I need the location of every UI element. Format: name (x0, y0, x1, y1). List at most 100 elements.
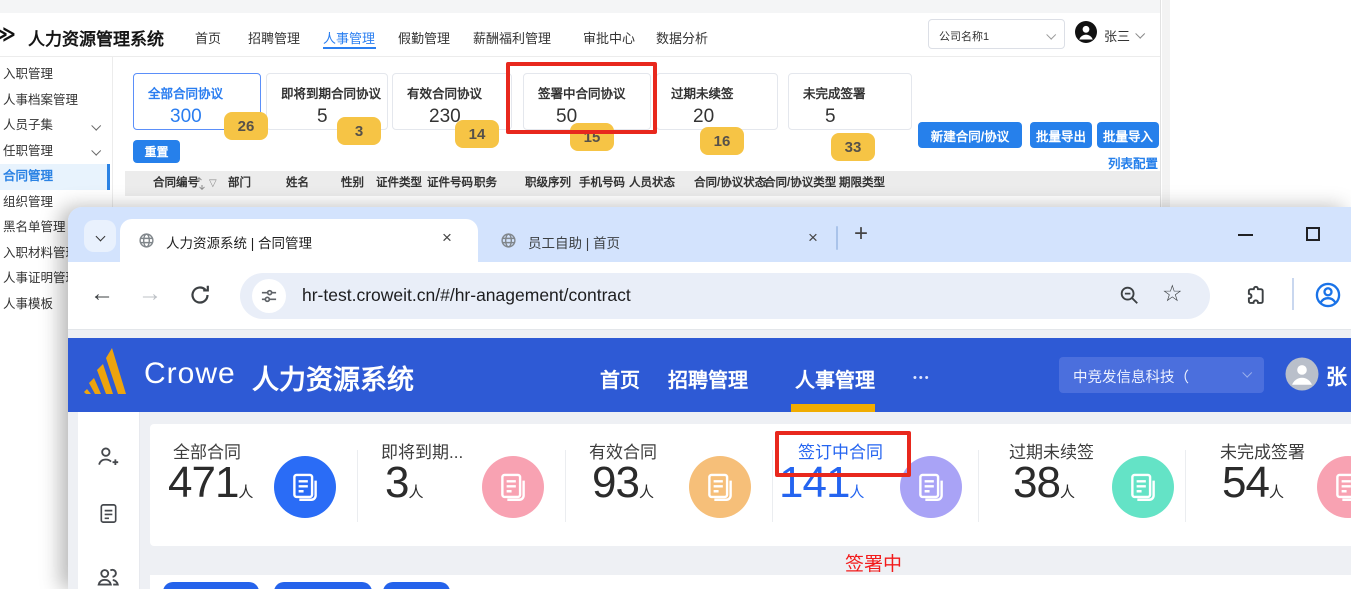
stat-value: 38人 (1013, 458, 1075, 507)
sidebar-item-templates[interactable]: 人事模板 (3, 296, 54, 311)
globe-icon (138, 232, 155, 254)
window-top-strip (0, 0, 1160, 13)
stat-label-signing-link[interactable]: 签订中合同 (798, 443, 883, 462)
page-nav-recruit[interactable]: 招聘管理 (668, 370, 748, 392)
tab-close-icon[interactable]: × (442, 228, 452, 247)
stat-card-overdue[interactable]: 过期未续签 20 (656, 73, 778, 130)
page-nav-hr[interactable]: 人事管理 (795, 370, 875, 392)
chrome-browser-window: 人力资源系统 | 合同管理 × 员工自助 | 首页 × + ← → hr-tes… (68, 207, 1351, 589)
contract-doc-icon[interactable] (1112, 456, 1174, 518)
sidebar-item-positions[interactable]: 任职管理 (3, 143, 54, 158)
action-button-partial[interactable] (163, 582, 259, 589)
stat-label: 有效合同 (589, 443, 657, 462)
sidebar-item-contracts[interactable]: 合同管理 (0, 164, 110, 190)
maximize-button[interactable] (1306, 227, 1320, 241)
stat-label: 全部合同 (173, 443, 241, 462)
person-add-icon[interactable] (95, 444, 121, 475)
tab-title: 人力资源系统 | 合同管理 (166, 236, 313, 251)
zoom-out-icon[interactable] (1118, 284, 1140, 311)
annotation-badge: 26 (224, 112, 268, 140)
url-text[interactable]: hr-test.croweit.cn/#/hr-anagement/contra… (302, 285, 631, 305)
forward-button[interactable]: → (138, 280, 162, 307)
minimize-button[interactable] (1238, 234, 1253, 236)
stat-label: 过期未续签 (1009, 443, 1094, 462)
stat-value: 54人 (1222, 458, 1284, 507)
sidebar-item-subsets[interactable]: 人员子集 (3, 118, 54, 132)
bw-nav-analytics[interactable]: 数据分析 (656, 31, 709, 46)
bw-nav-payroll[interactable]: 薪酬福利管理 (473, 31, 552, 46)
tab-strip: 人力资源系统 | 合同管理 × 员工自助 | 首页 × + (68, 207, 1351, 262)
refresh-icon[interactable] (188, 283, 212, 312)
stat-value: 3人 (385, 458, 424, 507)
tab-inactive[interactable]: 员工自助 | 首页 × (480, 219, 828, 262)
contract-doc-icon[interactable] (900, 456, 962, 518)
bookmark-star-icon[interactable]: ☆ (1162, 280, 1183, 306)
tab-title: 员工自助 | 首页 (528, 236, 621, 251)
action-button-partial[interactable] (274, 582, 372, 589)
tab-search-button[interactable] (84, 220, 116, 252)
red-annotation-text: 签署中 (845, 554, 903, 575)
user-name: 张三 (1104, 29, 1131, 44)
sidebar-item-materials[interactable]: 入职材料管理 (3, 245, 79, 260)
globe-icon (500, 232, 517, 254)
scrollbar[interactable] (1162, 0, 1170, 207)
stat-value: 141人 (779, 458, 865, 507)
browser-toolbar: ← → hr-test.croweit.cn/#/hr-anagement/co… (68, 262, 1351, 330)
user-menu-chevron-icon[interactable] (1135, 28, 1146, 39)
bw-nav-attendance[interactable]: 假勤管理 (398, 31, 451, 46)
annotation-badge: 14 (455, 120, 499, 148)
tab-close-icon[interactable]: × (808, 228, 818, 247)
bw-nav-home[interactable]: 首页 (195, 31, 222, 46)
lower-panel (150, 575, 1351, 589)
document-icon[interactable] (97, 502, 120, 530)
company-select[interactable]: 中竞发信息科技（ (1059, 357, 1264, 393)
people-icon[interactable] (95, 564, 121, 589)
user-avatar[interactable] (1284, 356, 1320, 397)
sidebar-item-org[interactable]: 组织管理 (3, 194, 54, 209)
batch-export-button[interactable]: 批量导出 (1030, 122, 1092, 148)
company-select[interactable]: 公司名称1 (928, 19, 1065, 49)
site-info-icon[interactable] (252, 279, 286, 313)
extensions-puzzle-icon[interactable] (1244, 284, 1267, 312)
header-divider (0, 56, 1160, 57)
toolbar-separator (1292, 278, 1294, 310)
chevron-down-icon (1242, 367, 1253, 378)
stat-value: 471人 (168, 458, 254, 507)
stat-card-signing[interactable]: 签署中合同协议 50 (523, 73, 651, 130)
app-title: 人力资源管理系统 (28, 30, 164, 49)
sidebar-item-certificates[interactable]: 人事证明管理 (3, 271, 79, 285)
omnibox[interactable]: hr-test.croweit.cn/#/hr-anagement/contra… (240, 273, 1210, 319)
annotation-badge: 3 (337, 117, 381, 145)
contract-doc-icon[interactable] (274, 456, 336, 518)
action-button-partial[interactable] (383, 582, 450, 589)
back-button[interactable]: ← (90, 280, 114, 307)
company-select-value: 中竞发信息科技（ (1073, 370, 1189, 386)
user-avatar[interactable] (1074, 20, 1098, 49)
bw-nav-hr[interactable]: 人事管理 (323, 31, 376, 46)
system-name: 人力资源系统 (252, 365, 414, 395)
bw-nav-recruit[interactable]: 招聘管理 (248, 31, 301, 46)
reset-button[interactable]: 重置 (133, 140, 180, 163)
batch-import-button[interactable]: 批量导入 (1097, 122, 1159, 148)
tab-separator (836, 226, 838, 250)
contract-doc-icon[interactable] (689, 456, 751, 518)
sidebar-item-onboarding[interactable]: 入职管理 (3, 67, 54, 81)
table-header: 合同编号 ▽ 部门 姓名 性别 证件类型 证件号码 职务 职级序列 手机号码 人… (125, 171, 1160, 196)
filter-icon[interactable]: ▽ (209, 178, 217, 189)
nav-more-icon[interactable]: ••• (913, 372, 931, 384)
new-contract-button[interactable]: 新建合同/协议 (918, 122, 1022, 148)
page-nav-home[interactable]: 首页 (600, 370, 640, 392)
stat-card-unsigned[interactable]: 未完成签署 5 (788, 73, 912, 130)
bw-nav-approval[interactable]: 审批中心 (583, 31, 636, 46)
profile-icon[interactable] (1314, 281, 1342, 314)
annotation-badge: 16 (700, 127, 744, 155)
contract-doc-icon[interactable] (482, 456, 544, 518)
sort-icon[interactable] (196, 177, 205, 195)
page-header: Crowe 人力资源系统 首页 招聘管理 人事管理 ••• 中竞发信息科技（ 张 (68, 338, 1351, 412)
new-tab-button[interactable]: + (854, 220, 869, 247)
tab-active[interactable]: 人力资源系统 | 合同管理 × (120, 219, 478, 262)
sidebar-item-blacklist[interactable]: 黑名单管理 (3, 220, 66, 234)
app-logo-icon: ≫ (0, 23, 16, 46)
sidebar-item-archives[interactable]: 人事档案管理 (3, 92, 79, 107)
list-config-link[interactable]: 列表配置 (1108, 157, 1159, 171)
